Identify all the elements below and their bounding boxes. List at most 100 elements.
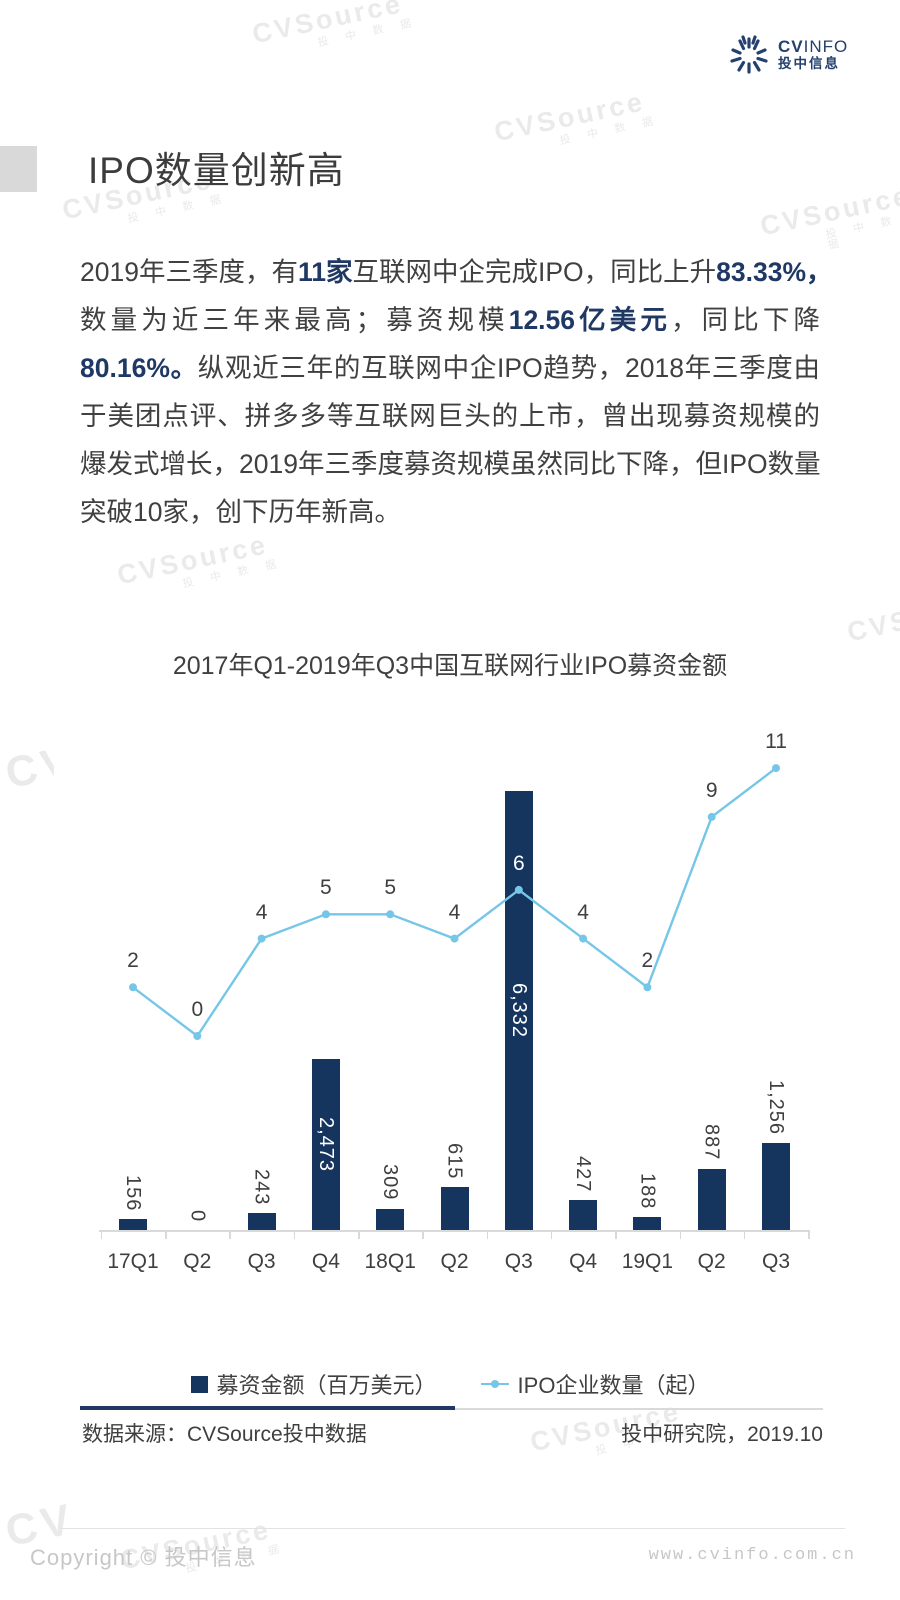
cvsource-watermark: CVSource投 中 数 据 <box>1 740 54 835</box>
bar-value-text: 6,332 <box>507 983 530 1039</box>
x-axis-tick <box>100 1230 103 1239</box>
x-axis-label-Q3: Q3 <box>247 1250 276 1273</box>
body-text: 爆发式增长，2019年三季度募资规模虽然同比下降，但IPO数量 <box>80 449 821 479</box>
x-axis-label-18Q1: 18Q1 <box>364 1250 416 1273</box>
x-axis-tick <box>550 1230 553 1239</box>
title-accent-block <box>0 146 37 192</box>
bar-Q3 <box>247 1213 276 1230</box>
page-title: IPO数量创新高 <box>88 150 345 191</box>
bar-value-text: 156 <box>122 1174 144 1212</box>
bar-series-swatch <box>190 1375 208 1393</box>
bottom-divider <box>60 1528 845 1529</box>
watermark-subtext: 投 中 数 据 <box>181 557 285 591</box>
x-axis-tick <box>229 1230 231 1239</box>
bar-value-label: 188 <box>626 1039 668 1209</box>
summary-paragraph: 2019年三季度，有11家互联网中企完成IPO，同比上升83.33%， 数量为近三… <box>80 248 833 536</box>
footer-divider-navy <box>80 1406 455 1410</box>
logo-brand: CVINFO <box>778 36 849 56</box>
x-axis-tick <box>808 1230 810 1239</box>
watermark-subtext: 投 中 数 据 <box>126 192 230 226</box>
line-value-label: 2 <box>127 949 139 973</box>
x-axis-label-Q2: Q2 <box>440 1250 469 1273</box>
copyright-text: Copyright © 投中信息 <box>30 1545 257 1570</box>
line-value-label: 5 <box>320 876 332 900</box>
body-text: 于美团点评、拼多多等互联网巨头的上市，曾出现募资规模的 <box>80 401 820 431</box>
logo-brand-cn: 投中信息 <box>778 56 840 72</box>
watermark-subtext: 投 中 数 据 <box>316 16 420 50</box>
bar-value-text: 615 <box>443 1143 466 1180</box>
line-series-marker <box>480 1379 509 1388</box>
bar-value-label: 887 <box>691 991 733 1161</box>
x-axis-label-Q4: Q4 <box>569 1250 598 1273</box>
bar-value-text: 188 <box>636 1172 659 1209</box>
footer-divider-gray <box>455 1408 823 1410</box>
watermark-text: CVSource <box>1 740 54 798</box>
x-axis-label-Q3: Q3 <box>761 1250 790 1273</box>
watermark-subtext: 投 中 数 据 <box>824 214 900 252</box>
website-url: www.cvinfo.com.cn <box>648 1546 856 1565</box>
paragraph-line: 数量为近三年来最高；募资规模12.56亿美元，同比下降 <box>80 296 820 344</box>
bar-value-label: 243 <box>241 1035 283 1205</box>
x-axis-label-19Q1: 19Q1 <box>621 1250 674 1273</box>
body-text: 数量为近三年来最高；募资规模 <box>80 305 509 335</box>
logo-text: CVINFO 投中信息 <box>778 36 849 73</box>
data-source-label: 数据来源：CVSource投中数据 <box>82 1423 367 1446</box>
bar-value-label: 6,332 <box>498 791 540 1230</box>
body-text: 突破10家，创下历年新高。 <box>80 497 401 527</box>
highlight-text: 80.16%。 <box>80 353 198 383</box>
x-axis-tick <box>486 1230 489 1239</box>
x-axis-tick <box>165 1230 167 1239</box>
line-value-label: 2 <box>641 949 654 973</box>
watermark-text: CVSource <box>114 529 271 591</box>
bar-18Q1 <box>376 1208 405 1230</box>
x-axis-label-17Q1: 17Q1 <box>107 1250 159 1273</box>
watermark-subtext: 投 中 数 据 <box>558 114 662 148</box>
x-axis-tick <box>679 1230 681 1239</box>
x-axis-label-Q4: Q4 <box>311 1250 340 1273</box>
bar-value-label: 0 <box>176 1052 218 1222</box>
bar-value-label: 156 <box>112 1041 154 1211</box>
cvinfo-logo: CVINFO 投中信息 <box>728 34 848 76</box>
bar-Q4 <box>311 1058 340 1230</box>
bar-value-text: 887 <box>700 1124 723 1161</box>
bar-Q3 <box>504 791 533 1230</box>
watermark-text: CVSource <box>757 180 900 242</box>
x-axis-label-Q3: Q3 <box>504 1250 533 1273</box>
chart-legend: 募资金额（百万美元） IPO企业数量（起） <box>0 1368 900 1400</box>
paragraph-line: 爆发式增长，2019年三季度募资规模虽然同比下降，但IPO数量 <box>80 440 821 488</box>
highlight-text: 83.33%， <box>716 257 833 287</box>
x-axis-tick <box>615 1230 617 1239</box>
bar-value-label: 1,256 <box>755 965 797 1135</box>
x-axis-tick <box>358 1230 360 1239</box>
x-axis-tick <box>743 1230 746 1239</box>
line-series-marker-dot <box>490 1379 499 1388</box>
watermark-text: CVSource <box>249 0 406 50</box>
watermark-text: CVSource <box>844 586 900 648</box>
paragraph-line: 2019年三季度，有11家互联网中企完成IPO，同比上升83.33%， <box>80 248 833 296</box>
line-value-label: 6 <box>512 851 525 875</box>
legend-label: IPO企业数量（起） <box>517 1373 710 1398</box>
bar-Q2 <box>440 1187 469 1230</box>
highlight-text: 12.56亿美元 <box>508 305 672 335</box>
x-axis-tick <box>293 1230 296 1239</box>
bar-value-text: 427 <box>572 1156 595 1193</box>
bar-value-text: 243 <box>250 1168 273 1206</box>
starburst-icon <box>730 35 768 74</box>
line-value-label: 9 <box>705 778 718 802</box>
bar-Q2 <box>697 1168 726 1230</box>
bar-value-text: 309 <box>379 1164 402 1201</box>
line-value-label: 0 <box>191 998 204 1021</box>
x-axis-tick <box>422 1230 424 1239</box>
paragraph-line: 80.16%。纵观近三年的互联网中企IPO趋势，2018年三季度由 <box>80 344 820 392</box>
chart-title: 2017年Q1-2019年Q3中国互联网行业IPO募资金额 <box>172 652 728 680</box>
bar-Q3 <box>762 1143 790 1230</box>
bar-value-text: 1,256 <box>765 1079 787 1135</box>
bar-Q4 <box>569 1200 598 1230</box>
body-text: ，同比下降 <box>671 305 821 335</box>
paragraph-line: 突破10家，创下历年新高。 <box>80 488 820 536</box>
bar-value-label: 2,473 <box>305 1059 347 1230</box>
